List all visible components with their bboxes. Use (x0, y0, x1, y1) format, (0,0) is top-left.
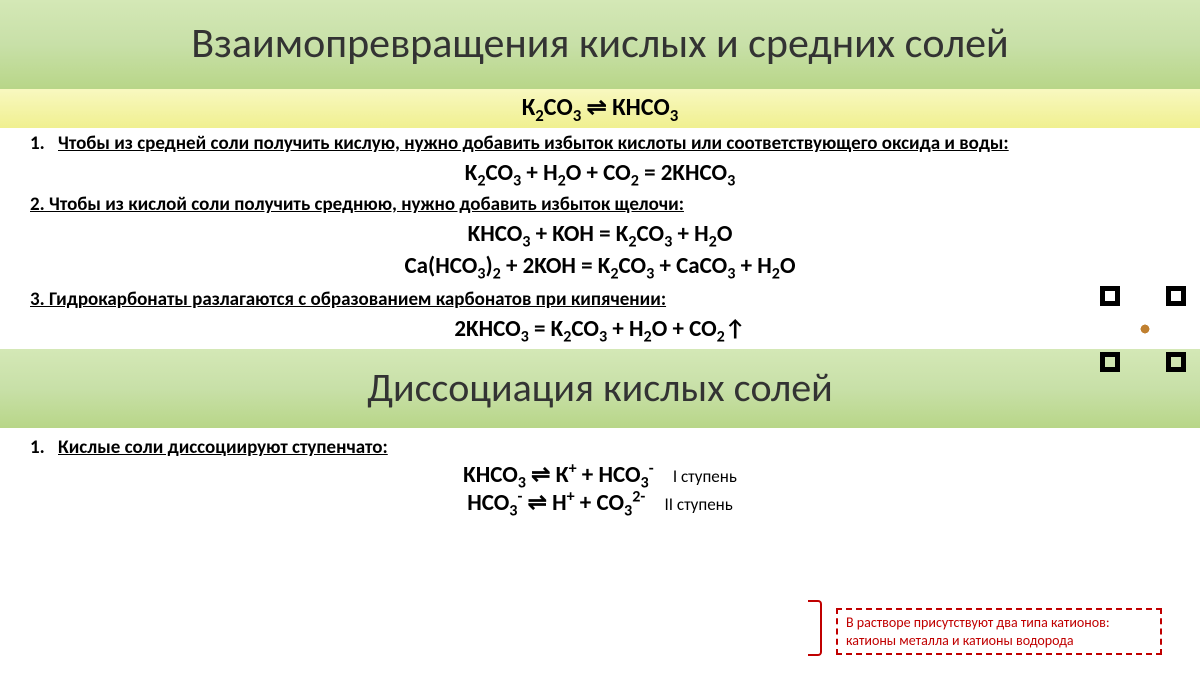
title-bar-1: Взаимопревращения кислых и средних солей (0, 0, 1200, 89)
bracket-icon (808, 600, 822, 656)
item-number: 1. (30, 132, 58, 155)
note-box: В растворе присутствуют два типа катионо… (836, 608, 1162, 655)
title-2: Диссоциация кислых солей (367, 363, 833, 412)
content-section-1: 1. Чтобы из средней соли получить кислую… (0, 128, 1200, 343)
item-number: 1. (30, 436, 58, 459)
main-equation-bar: К2СО3 ⇌ КНСО3 (0, 89, 1200, 128)
step-label-1: I ступень (673, 466, 737, 487)
diss-eq-2: HCO3- ⇌ H+ + CO32- (467, 489, 645, 517)
item-1-text: Чтобы из средней соли получить кислую, н… (58, 132, 1009, 155)
title-bar-2: Диссоциация кислых солей (0, 349, 1200, 428)
diss-eq-1: KHCO3 ⇌ К+ + HCO3- (463, 461, 654, 489)
step-label-2: II ступень (665, 494, 733, 515)
dissociation-row-2: HCO3- ⇌ H+ + CO32- II ступень (30, 489, 1170, 517)
equation-3: 2KHCO3 = K2CO3 + H2O + CO2↑ (30, 315, 1170, 343)
equation-2b: Ca(HCO3)2 + 2KOH = K2CO3 + CaCO3 + H2O (30, 252, 1170, 280)
note-text: В растворе присутствуют два типа катионо… (846, 614, 1110, 649)
list-item-4: 1. Кислые соли диссоциируют ступенчато: (30, 436, 1170, 459)
dissociation-row-1: KHCO3 ⇌ К+ + HCO3- I ступень (30, 461, 1170, 489)
item-4-text: Кислые соли диссоциируют ступенчато: (58, 436, 388, 459)
equation-1: K2CO3 + H2O + CO2 = 2KHCO3 (30, 159, 1170, 187)
title-1: Взаимопревращения кислых и средних солей (191, 18, 1008, 69)
qr-code-icon (1100, 286, 1186, 372)
list-item-1: 1. Чтобы из средней соли получить кислую… (30, 132, 1170, 155)
main-equation: К2СО3 ⇌ КНСО3 (522, 93, 679, 122)
content-section-2: 1. Кислые соли диссоциируют ступенчато: … (0, 428, 1200, 517)
item-3-text: 3. Гидрокарбонаты разлагаются с образова… (30, 288, 1170, 311)
item-2-text: 2. Чтобы из кислой соли получить среднюю… (30, 193, 1170, 216)
equation-2a: KHCO3 + KOH = K2CO3 + H2O (30, 220, 1170, 248)
